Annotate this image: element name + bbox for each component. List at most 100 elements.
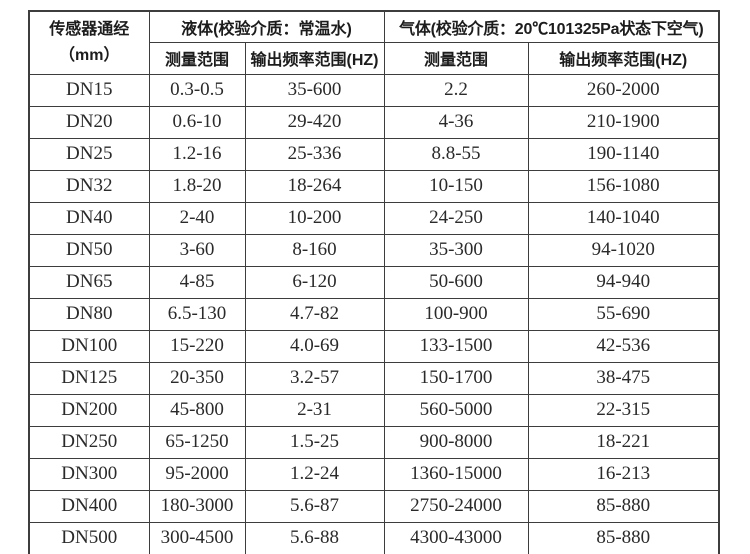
table-row: DN250 65-1250 1.5-25 900-8000 18-221 xyxy=(28,425,720,459)
liquid-frequency-range-cell: 18-264 xyxy=(244,169,385,203)
flow-meter-spec-table: 传感器通经 （mm） 液体(校验介质：常温水) 气体(校验介质：20℃10132… xyxy=(28,10,721,554)
gas-measure-range-cell: 133-1500 xyxy=(383,329,529,363)
subheader-liquid-frequency-range: 输出频率范围(HZ) xyxy=(244,41,385,75)
table-row: DN32 1.8-20 18-264 10-150 156-1080 xyxy=(28,169,720,203)
gas-frequency-range-cell: 94-1020 xyxy=(527,233,720,267)
liquid-frequency-range-cell: 35-600 xyxy=(244,73,385,107)
gas-frequency-range-cell: 85-880 xyxy=(527,521,720,554)
sensor-diameter-cell: DN200 xyxy=(28,393,150,427)
table-row: DN15 0.3-0.5 35-600 2.2 260-2000 xyxy=(28,73,720,107)
liquid-measure-range-cell: 45-800 xyxy=(148,393,246,427)
liquid-measure-range-cell: 0.3-0.5 xyxy=(148,73,246,107)
gas-measure-range-cell: 1360-15000 xyxy=(383,457,529,491)
sensor-diameter-cell: DN15 xyxy=(28,73,150,107)
table-row: DN100 15-220 4.0-69 133-1500 42-536 xyxy=(28,329,720,363)
gas-measure-range-cell: 35-300 xyxy=(383,233,529,267)
gas-frequency-range-cell: 16-213 xyxy=(527,457,720,491)
liquid-frequency-range-cell: 4.7-82 xyxy=(244,297,385,331)
gas-measure-range-cell: 2.2 xyxy=(383,73,529,107)
table-row: DN500 300-4500 5.6-88 4300-43000 85-880 xyxy=(28,521,720,554)
table-row: DN50 3-60 8-160 35-300 94-1020 xyxy=(28,233,720,267)
table-row: DN40 2-40 10-200 24-250 140-1040 xyxy=(28,201,720,235)
liquid-measure-range-cell: 20-350 xyxy=(148,361,246,395)
gas-measure-range-cell: 900-8000 xyxy=(383,425,529,459)
sensor-diameter-cell: DN300 xyxy=(28,457,150,491)
table-header: 传感器通经 （mm） 液体(校验介质：常温水) 气体(校验介质：20℃10132… xyxy=(28,10,720,75)
liquid-frequency-range-cell: 5.6-87 xyxy=(244,489,385,523)
sensor-diameter-cell: DN50 xyxy=(28,233,150,267)
gas-frequency-range-cell: 38-475 xyxy=(527,361,720,395)
table-row: DN200 45-800 2-31 560-5000 22-315 xyxy=(28,393,720,427)
gas-measure-range-cell: 150-1700 xyxy=(383,361,529,395)
sensor-diameter-label-line1: 传感器通经 xyxy=(49,21,130,39)
sensor-diameter-cell: DN65 xyxy=(28,265,150,299)
subheader-gas-frequency-range: 输出频率范围(HZ) xyxy=(527,41,720,75)
gas-measure-range-cell: 50-600 xyxy=(383,265,529,299)
sensor-diameter-label-line2: （mm） xyxy=(59,46,120,64)
gas-frequency-range-cell: 260-2000 xyxy=(527,73,720,107)
sensor-diameter-cell: DN80 xyxy=(28,297,150,331)
liquid-frequency-range-cell: 6-120 xyxy=(244,265,385,299)
gas-frequency-range-cell: 156-1080 xyxy=(527,169,720,203)
sensor-diameter-cell: DN40 xyxy=(28,201,150,235)
sensor-diameter-cell: DN500 xyxy=(28,521,150,554)
liquid-frequency-range-cell: 25-336 xyxy=(244,137,385,171)
subheader-gas-measure-range: 测量范围 xyxy=(383,41,529,75)
sensor-diameter-cell: DN400 xyxy=(28,489,150,523)
liquid-measure-range-cell: 300-4500 xyxy=(148,521,246,554)
table-row: DN25 1.2-16 25-336 8.8-55 190-1140 xyxy=(28,137,720,171)
gas-frequency-range-cell: 210-1900 xyxy=(527,105,720,139)
gas-measure-range-cell: 8.8-55 xyxy=(383,137,529,171)
liquid-frequency-range-cell: 1.2-24 xyxy=(244,457,385,491)
liquid-frequency-range-cell: 1.5-25 xyxy=(244,425,385,459)
gas-frequency-range-cell: 22-315 xyxy=(527,393,720,427)
gas-frequency-range-cell: 55-690 xyxy=(527,297,720,331)
table-row: DN20 0.6-10 29-420 4-36 210-1900 xyxy=(28,105,720,139)
sensor-diameter-cell: DN250 xyxy=(28,425,150,459)
liquid-frequency-range-cell: 2-31 xyxy=(244,393,385,427)
column-header-sensor-diameter: 传感器通经 （mm） xyxy=(28,10,150,75)
gas-frequency-range-cell: 42-536 xyxy=(527,329,720,363)
liquid-measure-range-cell: 65-1250 xyxy=(148,425,246,459)
gas-measure-range-cell: 560-5000 xyxy=(383,393,529,427)
liquid-measure-range-cell: 1.8-20 xyxy=(148,169,246,203)
gas-frequency-range-cell: 18-221 xyxy=(527,425,720,459)
liquid-frequency-range-cell: 8-160 xyxy=(244,233,385,267)
header-sub-row: 测量范围 输出频率范围(HZ) 测量范围 输出频率范围(HZ) xyxy=(29,41,720,75)
liquid-measure-range-cell: 180-3000 xyxy=(148,489,246,523)
table-row: DN80 6.5-130 4.7-82 100-900 55-690 xyxy=(28,297,720,331)
group-header-gas: 气体(校验介质：20℃101325Pa状态下空气) xyxy=(383,10,720,43)
group-header-liquid: 液体(校验介质：常温水) xyxy=(148,10,385,43)
gas-frequency-range-cell: 85-880 xyxy=(527,489,720,523)
gas-measure-range-cell: 24-250 xyxy=(383,201,529,235)
liquid-measure-range-cell: 15-220 xyxy=(148,329,246,363)
gas-measure-range-cell: 10-150 xyxy=(383,169,529,203)
liquid-frequency-range-cell: 3.2-57 xyxy=(244,361,385,395)
liquid-frequency-range-cell: 29-420 xyxy=(244,105,385,139)
table-row: DN65 4-85 6-120 50-600 94-940 xyxy=(28,265,720,299)
liquid-measure-range-cell: 4-85 xyxy=(148,265,246,299)
liquid-measure-range-cell: 3-60 xyxy=(148,233,246,267)
liquid-measure-range-cell: 1.2-16 xyxy=(148,137,246,171)
table-body: DN15 0.3-0.5 35-600 2.2 260-2000 DN20 0.6-10 29… xyxy=(28,73,720,554)
gas-frequency-range-cell: 190-1140 xyxy=(527,137,720,171)
gas-measure-range-cell: 100-900 xyxy=(383,297,529,331)
sensor-diameter-cell: DN32 xyxy=(28,169,150,203)
table-row: DN125 20-350 3.2-57 150-1700 38-475 xyxy=(28,361,720,395)
sensor-diameter-cell: DN25 xyxy=(28,137,150,171)
liquid-frequency-range-cell: 4.0-69 xyxy=(244,329,385,363)
liquid-measure-range-cell: 0.6-10 xyxy=(148,105,246,139)
liquid-measure-range-cell: 6.5-130 xyxy=(148,297,246,331)
gas-measure-range-cell: 2750-24000 xyxy=(383,489,529,523)
header-group-row: 传感器通经 （mm） 液体(校验介质：常温水) 气体(校验介质：20℃10132… xyxy=(28,10,720,75)
gas-measure-range-cell: 4300-43000 xyxy=(383,521,529,554)
liquid-measure-range-cell: 2-40 xyxy=(148,201,246,235)
gas-measure-range-cell: 4-36 xyxy=(383,105,529,139)
liquid-frequency-range-cell: 5.6-88 xyxy=(244,521,385,554)
sensor-diameter-cell: DN125 xyxy=(28,361,150,395)
table-row: DN300 95-2000 1.2-24 1360-15000 16-213 xyxy=(28,457,720,491)
liquid-frequency-range-cell: 10-200 xyxy=(244,201,385,235)
subheader-liquid-measure-range: 测量范围 xyxy=(148,41,246,75)
gas-frequency-range-cell: 140-1040 xyxy=(527,201,720,235)
